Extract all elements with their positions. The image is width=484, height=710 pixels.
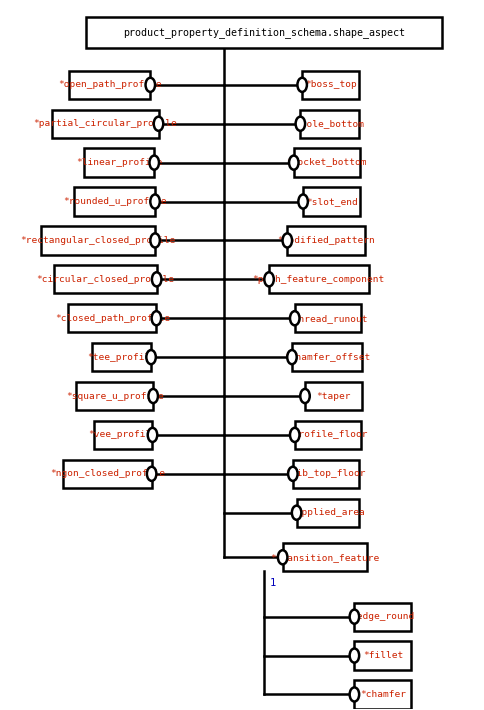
Circle shape xyxy=(154,116,163,131)
FancyBboxPatch shape xyxy=(295,304,361,332)
Circle shape xyxy=(151,311,161,325)
FancyBboxPatch shape xyxy=(94,421,152,449)
FancyBboxPatch shape xyxy=(74,187,155,216)
Text: *rounded_u_profile: *rounded_u_profile xyxy=(63,197,166,206)
Text: *pocket_bottom: *pocket_bottom xyxy=(287,158,367,167)
FancyBboxPatch shape xyxy=(269,265,368,293)
FancyBboxPatch shape xyxy=(305,382,362,410)
Text: *applied_area: *applied_area xyxy=(290,508,365,517)
FancyBboxPatch shape xyxy=(69,71,151,99)
Circle shape xyxy=(292,506,302,520)
FancyBboxPatch shape xyxy=(301,109,359,138)
FancyBboxPatch shape xyxy=(303,187,360,216)
FancyBboxPatch shape xyxy=(84,148,154,177)
Circle shape xyxy=(146,78,155,92)
Text: *profile_floor: *profile_floor xyxy=(287,430,368,439)
FancyBboxPatch shape xyxy=(92,343,151,371)
Text: *thread_runout: *thread_runout xyxy=(287,314,368,323)
Circle shape xyxy=(296,116,305,131)
FancyBboxPatch shape xyxy=(302,71,359,99)
Circle shape xyxy=(290,311,300,325)
Circle shape xyxy=(152,272,161,286)
Circle shape xyxy=(297,78,307,92)
FancyBboxPatch shape xyxy=(287,226,364,255)
Circle shape xyxy=(146,350,156,364)
Circle shape xyxy=(349,687,359,701)
Text: *slot_end: *slot_end xyxy=(306,197,358,206)
Text: *ngon_closed_profile: *ngon_closed_profile xyxy=(50,469,165,479)
Circle shape xyxy=(289,155,299,170)
Text: *open_path_profile: *open_path_profile xyxy=(58,80,162,89)
Text: *hole_bottom: *hole_bottom xyxy=(295,119,364,129)
Text: 1: 1 xyxy=(270,579,276,589)
Text: *fillet: *fillet xyxy=(363,651,403,660)
Text: *vee_profile: *vee_profile xyxy=(89,430,158,439)
Circle shape xyxy=(349,648,359,662)
Circle shape xyxy=(150,155,159,170)
Text: *taper: *taper xyxy=(316,391,351,400)
Circle shape xyxy=(287,350,297,364)
Circle shape xyxy=(278,550,287,564)
Text: *rib_top_floor: *rib_top_floor xyxy=(286,469,366,479)
Text: *modified_pattern: *modified_pattern xyxy=(277,236,375,245)
Text: *linear_profile: *linear_profile xyxy=(76,158,163,167)
FancyBboxPatch shape xyxy=(354,641,411,670)
FancyBboxPatch shape xyxy=(295,421,361,449)
Circle shape xyxy=(290,428,300,442)
Circle shape xyxy=(300,389,310,403)
Circle shape xyxy=(298,195,308,209)
Text: *chamfer: *chamfer xyxy=(360,690,406,699)
FancyBboxPatch shape xyxy=(52,109,159,138)
Text: product_property_definition_schema.shape_aspect: product_property_definition_schema.shape… xyxy=(123,27,405,38)
FancyBboxPatch shape xyxy=(86,17,442,48)
Text: *edge_round: *edge_round xyxy=(351,612,414,621)
Text: *partial_circular_profile: *partial_circular_profile xyxy=(33,119,177,129)
Text: *tee_profile: *tee_profile xyxy=(87,353,156,361)
Text: *circular_closed_profile: *circular_closed_profile xyxy=(36,275,174,284)
Circle shape xyxy=(288,466,298,481)
FancyBboxPatch shape xyxy=(292,343,362,371)
FancyBboxPatch shape xyxy=(293,459,359,488)
FancyBboxPatch shape xyxy=(294,148,360,177)
FancyBboxPatch shape xyxy=(63,459,151,488)
FancyBboxPatch shape xyxy=(68,304,156,332)
Text: *square_u_profile: *square_u_profile xyxy=(66,391,164,400)
Circle shape xyxy=(283,234,292,248)
Text: *transition_feature: *transition_feature xyxy=(271,553,379,562)
Text: *path_feature_component: *path_feature_component xyxy=(253,275,385,284)
FancyBboxPatch shape xyxy=(54,265,157,293)
Circle shape xyxy=(349,610,359,624)
FancyBboxPatch shape xyxy=(297,498,359,527)
Circle shape xyxy=(149,389,158,403)
Text: *rectangular_closed_profile: *rectangular_closed_profile xyxy=(20,236,176,245)
FancyBboxPatch shape xyxy=(76,382,153,410)
Circle shape xyxy=(148,428,157,442)
FancyBboxPatch shape xyxy=(354,603,411,630)
FancyBboxPatch shape xyxy=(354,680,411,709)
Circle shape xyxy=(147,466,156,481)
Circle shape xyxy=(151,195,160,209)
Text: *boss_top: *boss_top xyxy=(305,80,357,89)
Circle shape xyxy=(264,272,274,286)
FancyBboxPatch shape xyxy=(283,543,367,572)
Text: *chamfer_offset: *chamfer_offset xyxy=(284,353,370,361)
FancyBboxPatch shape xyxy=(41,226,155,255)
Circle shape xyxy=(151,234,160,248)
Text: *closed_path_profile: *closed_path_profile xyxy=(55,314,170,323)
